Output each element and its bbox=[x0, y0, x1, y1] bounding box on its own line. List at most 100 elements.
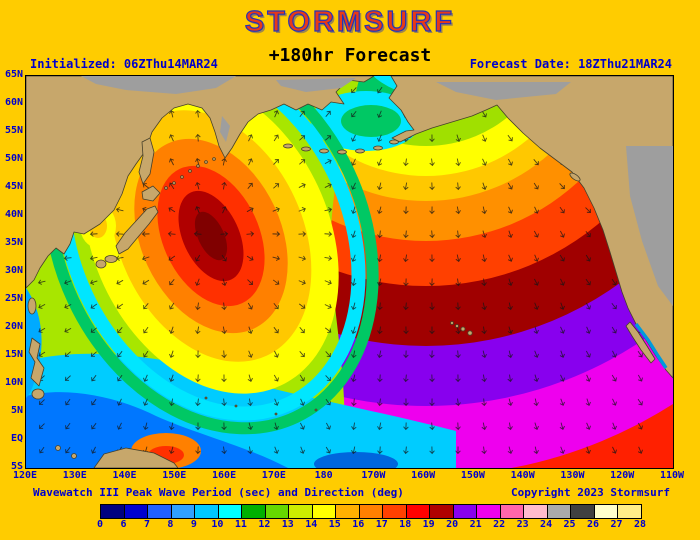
wave-map-svg bbox=[26, 76, 673, 468]
copyright-notice: Copyright 2023 Stormsurf bbox=[511, 486, 670, 499]
lon-label: 160E bbox=[212, 470, 237, 481]
land-new-guinea bbox=[93, 447, 179, 468]
colorbar-tick-label: 11 bbox=[234, 519, 247, 530]
lat-label: 10N bbox=[4, 377, 23, 388]
lat-label: 45N bbox=[4, 181, 23, 192]
lon-label: 170E bbox=[261, 470, 286, 481]
lon-label: 140W bbox=[510, 470, 535, 481]
colorbar-tick-label: 16 bbox=[352, 519, 365, 530]
colorbar-tick-label: 8 bbox=[167, 519, 174, 530]
pacific-wave-map bbox=[25, 75, 674, 469]
colorbar-segment bbox=[618, 505, 641, 518]
colorbar-segment bbox=[195, 505, 219, 518]
land-micronesia-dots bbox=[204, 396, 318, 416]
lat-label: 5N bbox=[10, 405, 23, 416]
colorbar-segment bbox=[124, 505, 149, 518]
land-shikoku bbox=[104, 255, 118, 263]
colorbar-segment bbox=[148, 505, 172, 518]
colorbar-tick-label: 0 bbox=[96, 519, 104, 530]
wave-period-colorbar bbox=[100, 504, 642, 519]
colorbar-segment bbox=[171, 505, 196, 518]
colorbar-tick-label: 9 bbox=[190, 519, 197, 530]
colorbar-tick-label: 24 bbox=[540, 519, 553, 530]
lat-label: 35N bbox=[4, 237, 23, 248]
lon-label: 150E bbox=[162, 470, 187, 481]
land-asia bbox=[26, 76, 375, 289]
colorbar-tick-label: 23 bbox=[516, 519, 529, 530]
land-baja-california bbox=[625, 321, 656, 364]
colorbar-tick-label: 14 bbox=[305, 519, 318, 530]
lat-label: 30N bbox=[4, 265, 23, 276]
land-mindanao bbox=[31, 388, 45, 400]
initialized-label: Initialized: 06ZThu14MAR24 bbox=[30, 57, 218, 71]
stormsurf-logo: STORMSURF bbox=[244, 5, 456, 38]
lon-label: 120E bbox=[12, 470, 38, 481]
lat-label: 65N bbox=[4, 69, 23, 80]
lat-label: 20N bbox=[4, 321, 23, 332]
lon-label: 150W bbox=[460, 470, 485, 481]
lon-label: 110W bbox=[659, 470, 685, 481]
colorbar-segment bbox=[406, 505, 431, 518]
colorbar-tick-label: 21 bbox=[469, 519, 482, 530]
lat-label: 5S bbox=[10, 461, 23, 472]
colorbar-tick-label: 17 bbox=[375, 519, 388, 530]
colorbar-tick-label: 18 bbox=[399, 519, 412, 530]
land-hawaii bbox=[450, 321, 473, 336]
colorbar-segment bbox=[336, 505, 360, 518]
lat-label: 25N bbox=[4, 293, 23, 304]
colorbar-segment bbox=[477, 505, 501, 518]
colorbar-segment bbox=[524, 505, 548, 518]
colorbar-tick-label: 6 bbox=[120, 519, 127, 530]
colorbar-labels: 0 6 7 8 9 10 11 12 13 14 15 16 17 18 19 20 21 22 23 24 25 26 2… bbox=[96, 519, 646, 531]
lat-label: EQ bbox=[10, 433, 23, 444]
colorbar-segment bbox=[430, 505, 454, 518]
colorbar-segment bbox=[218, 505, 243, 518]
land-hokkaido bbox=[141, 185, 161, 202]
land-kuril-islands bbox=[164, 157, 216, 190]
lon-label: 170W bbox=[361, 470, 386, 481]
colorbar-tick-label: 12 bbox=[258, 519, 271, 530]
land-layer bbox=[26, 76, 673, 468]
colorbar-segment bbox=[289, 505, 313, 518]
colorbar-tick-label: 10 bbox=[211, 519, 224, 530]
colorbar-tick-label: 20 bbox=[446, 519, 459, 530]
colorbar-tick-label: 26 bbox=[587, 519, 600, 530]
forecast-title: +180hr Forecast bbox=[268, 45, 432, 66]
forecast-date-label: Forecast Date: 18ZThu21MAR24 bbox=[469, 57, 672, 71]
lat-label: 50N bbox=[4, 153, 23, 164]
land-philippines bbox=[28, 337, 45, 387]
land-sakhalin bbox=[138, 137, 155, 185]
map-caption: Wavewatch III Peak Wave Period (sec) and… bbox=[33, 486, 404, 499]
lat-label: 40N bbox=[4, 209, 23, 220]
colorbar-segment bbox=[453, 505, 478, 518]
colorbar-tick-label: 7 bbox=[143, 519, 150, 530]
colorbar-segment bbox=[359, 505, 384, 518]
colorbar-tick-label: 13 bbox=[281, 519, 294, 530]
gulf-of-california bbox=[634, 322, 668, 369]
land-sulawesi bbox=[55, 445, 61, 451]
colorbar-segment bbox=[101, 505, 125, 518]
land-vancouver-island bbox=[569, 172, 581, 182]
lon-label: 120W bbox=[610, 470, 635, 481]
colorbar-segment bbox=[383, 505, 407, 518]
lat-label: 60N bbox=[4, 97, 23, 108]
lon-label: 160W bbox=[411, 470, 436, 481]
colorbar-tick-label: 27 bbox=[610, 519, 623, 530]
land-honshu bbox=[115, 205, 159, 255]
lon-label: 180 bbox=[314, 470, 333, 481]
land-halmahera bbox=[71, 453, 77, 459]
colorbar-segment bbox=[547, 505, 572, 518]
colorbar-tick-label: 28 bbox=[633, 519, 647, 530]
lon-label: 130W bbox=[560, 470, 585, 481]
land-taiwan bbox=[27, 297, 37, 315]
colorbar-tick-label: 15 bbox=[328, 519, 341, 530]
terrain-gray-patches bbox=[81, 76, 673, 306]
colorbar-tick-label: 22 bbox=[493, 519, 506, 530]
colorbar-tick-label: 25 bbox=[563, 519, 576, 530]
lon-label: 140E bbox=[112, 470, 137, 481]
colorbar-segment bbox=[242, 505, 266, 518]
colorbar-segment bbox=[571, 505, 595, 518]
colorbar-tick-label: 19 bbox=[422, 519, 435, 530]
colorbar-segment bbox=[265, 505, 290, 518]
